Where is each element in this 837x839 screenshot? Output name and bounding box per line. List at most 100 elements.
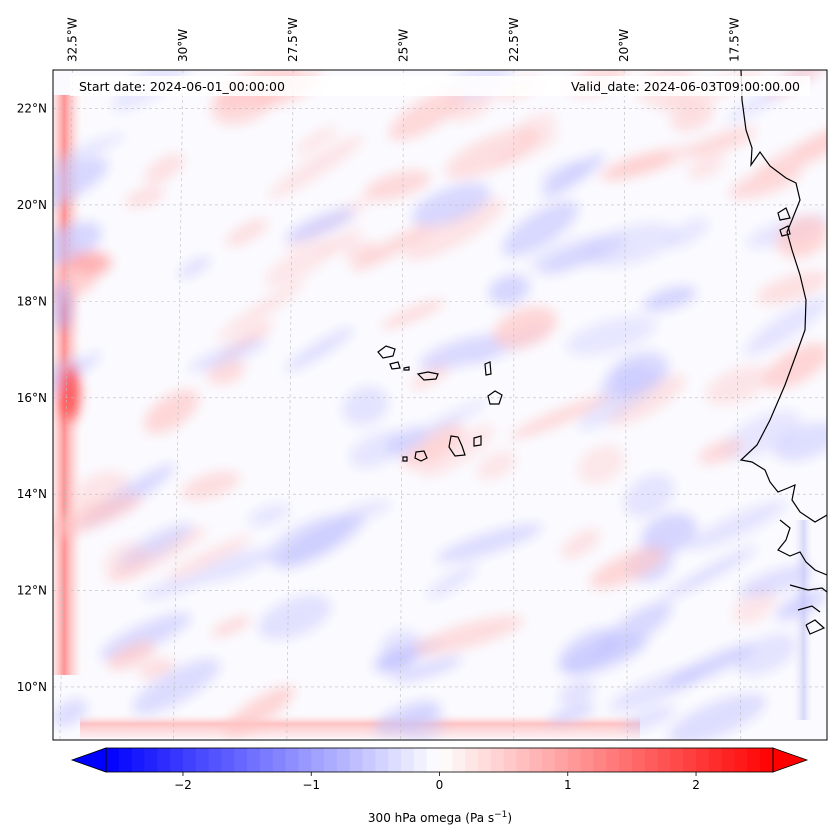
colorbar-title: 300 hPa omega (Pa s−1) (368, 810, 512, 825)
colorbar-cell (349, 748, 364, 772)
island-santo-antao (377, 345, 396, 359)
island-sao-nicolau (416, 371, 439, 381)
colorbar-cell (657, 748, 671, 772)
colorbar-cell (465, 748, 479, 772)
colorbar-cell (401, 748, 415, 772)
lon-gridline (623, 70, 628, 740)
field-blob (68, 250, 112, 275)
field-blob (729, 165, 803, 200)
field-blob (320, 228, 362, 256)
coastline (377, 70, 827, 635)
field-blob (623, 473, 675, 518)
colorbar-cell (593, 748, 607, 772)
field-blob (624, 705, 676, 732)
field-blob (548, 704, 596, 724)
colorbar-cell (580, 748, 595, 772)
colorbar-cell (247, 748, 261, 772)
field-blob (435, 523, 543, 563)
field-blob (493, 306, 558, 349)
lon-gridline (286, 70, 294, 740)
colorbar-tick-label: −1 (302, 778, 320, 792)
field-blob (351, 222, 435, 272)
field-blob (668, 693, 767, 740)
island-santiago (448, 435, 466, 457)
field-blob (776, 589, 826, 621)
colorbar-title-exponent: −1 (494, 810, 507, 820)
field-blob (224, 685, 295, 736)
field-blob (294, 125, 338, 155)
field-blob (509, 394, 613, 439)
field-blob (732, 588, 777, 625)
lat-label: 10°N (17, 680, 47, 694)
colorbar-cell (644, 748, 659, 772)
colorbar-cell (708, 748, 723, 772)
colorbar-cell (477, 748, 492, 772)
colorbar-cell (696, 748, 710, 772)
field-blob (410, 364, 450, 390)
field-blob (705, 365, 770, 406)
field-blob (104, 542, 150, 580)
african-coastline (739, 70, 827, 523)
field-blob (661, 546, 758, 601)
lon-label: 32.5°W (66, 17, 80, 62)
island-brava (402, 456, 408, 462)
field-blob (393, 656, 463, 683)
colorbar-tick-label: −2 (174, 778, 192, 792)
lon-label: 17.5°W (727, 17, 741, 62)
latitude-labels: 22°N 20°N 18°N 16°N 14°N 12°N 10°N (17, 102, 47, 694)
colorbar-cell (195, 748, 210, 772)
island-sao-vicente (389, 361, 401, 370)
colorbar-cell (747, 748, 761, 772)
colorbar-cell (734, 748, 748, 772)
colorbar-cell (106, 748, 120, 772)
colorbar-tick-label: 1 (564, 778, 572, 792)
colorbar-cell (554, 748, 569, 772)
colorbar-cell (542, 748, 556, 772)
field-blob (540, 160, 586, 187)
colorbar-extend-min (70, 747, 107, 773)
field-blob (99, 612, 192, 660)
map-area: Start date: 2024-06-01_00:00:00 Valid_da… (52, 69, 828, 741)
lon-label: 27.5°W (286, 17, 300, 62)
colorbar-cell (619, 748, 633, 772)
colorbar-cell (426, 748, 441, 772)
colorbar-cell (362, 748, 376, 772)
colorbar-cell (157, 748, 171, 772)
field-blob (342, 386, 389, 426)
colorbar-cell (452, 748, 466, 772)
field-blob (53, 494, 144, 540)
field-blob (738, 564, 814, 598)
island-boa-vista (487, 390, 503, 405)
field-blob (577, 444, 625, 485)
field-blob (756, 271, 827, 305)
field-blob (188, 338, 268, 372)
colorbar-tick-label: 0 (436, 778, 444, 792)
colorbar: −2 −1 0 1 2 300 hPa omega (Pa s−1) (70, 747, 809, 825)
field-blob (343, 241, 379, 262)
field-blob (211, 616, 251, 637)
field-blob (687, 500, 787, 551)
field-blob (666, 217, 710, 249)
field-blob (488, 274, 530, 305)
lat-label: 18°N (17, 294, 47, 308)
field-blob (789, 125, 827, 168)
field-blob (268, 134, 365, 199)
field-blob (215, 280, 305, 341)
colorbar-cell (683, 748, 697, 772)
colorbar-cell (182, 748, 197, 772)
field-blob (225, 218, 269, 247)
coast-inlets (777, 207, 827, 635)
colorbar-tick-label: 2 (692, 778, 700, 792)
island-fogo (414, 450, 428, 462)
field-blob (666, 643, 756, 688)
colorbar-cell (439, 748, 453, 772)
colorbar-cell (298, 748, 312, 772)
field-blob (529, 233, 627, 273)
lat-label: 12°N (17, 584, 47, 598)
field-blob (381, 299, 445, 330)
lon-gridline (400, 70, 404, 740)
field-blob (339, 500, 392, 522)
field-blob (476, 450, 517, 481)
field-blob (501, 201, 579, 257)
field-blob (53, 221, 102, 266)
